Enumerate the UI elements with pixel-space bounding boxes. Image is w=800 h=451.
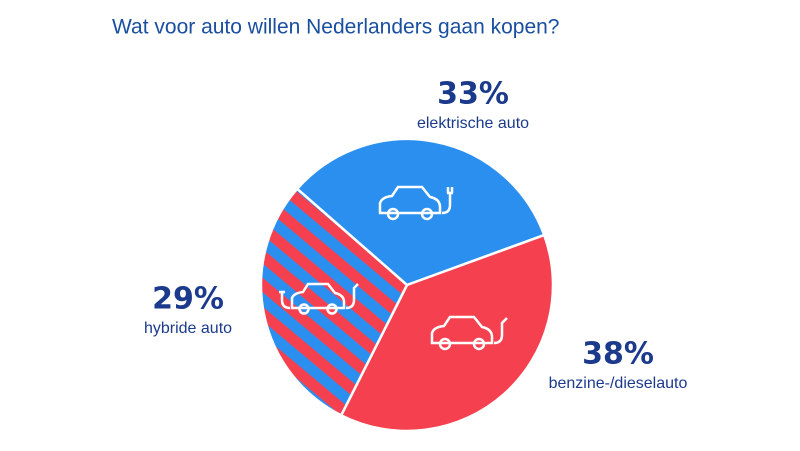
car-icon bbox=[279, 282, 359, 315]
value-label: 33% bbox=[437, 77, 509, 112]
slice-label: benzine-/dieselauto bbox=[549, 375, 688, 392]
chart-title: Wat voor auto willen Nederlanders gaan k… bbox=[112, 16, 560, 39]
pie-slice bbox=[259, 187, 409, 417]
slice-label: elektrische auto bbox=[417, 115, 529, 132]
slice-label: hybride auto bbox=[144, 320, 232, 337]
value-label: 38% bbox=[582, 337, 654, 372]
value-label: 29% bbox=[152, 282, 224, 317]
pie-slice bbox=[339, 233, 555, 433]
car-icon bbox=[378, 185, 454, 221]
car-icon bbox=[430, 315, 508, 351]
